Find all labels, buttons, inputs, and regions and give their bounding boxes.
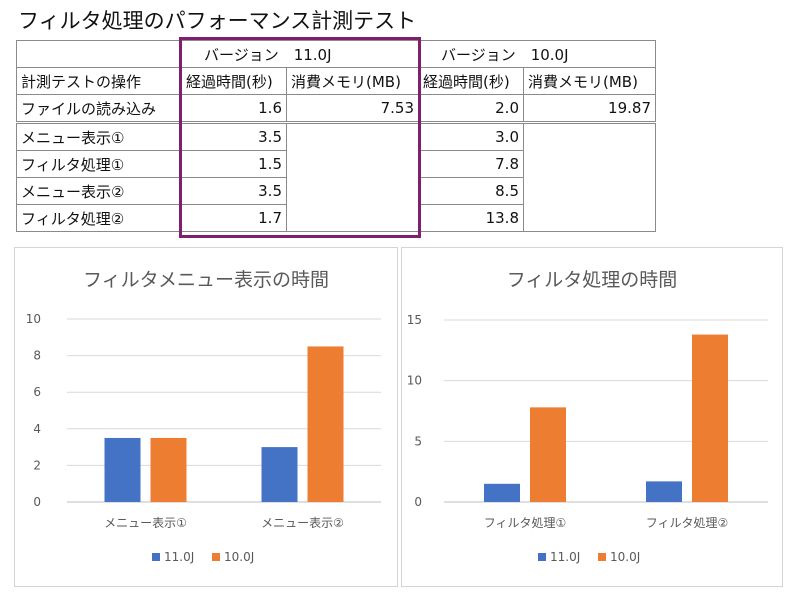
- y-tick-label: 0: [414, 495, 422, 509]
- cell-time-11: 1.6: [181, 94, 287, 124]
- performance-table: バージョン 11.0J バージョン 10.0J 計測テストの操作 経過時間(秒)…: [16, 40, 656, 232]
- cell-time-10: 2.0: [418, 94, 524, 124]
- legend-swatch: [212, 553, 220, 561]
- cell-mem-11: 7.53: [286, 94, 419, 124]
- cell-time-10: 3.0: [418, 122, 524, 151]
- row-label: フィルタ処理①: [16, 150, 182, 178]
- category-label: メニュー表示①: [104, 516, 187, 530]
- cell-mem-10-empty: [523, 122, 656, 232]
- cell-mem-11-empty: [286, 122, 419, 232]
- legend-label: 10.0J: [224, 550, 254, 564]
- y-tick-label: 15: [407, 313, 422, 327]
- category-label: フィルタ処理①: [484, 516, 567, 530]
- category-label: メニュー表示②: [261, 516, 344, 530]
- col-header-time-11: 経過時間(秒): [181, 67, 287, 95]
- table-row-file-load: ファイルの読み込み 1.6 7.53 2.0 19.87: [16, 94, 656, 124]
- chart-panel-menu: フィルタメニュー表示の時間 0 2 4 6 8 10 メニュー表示① メニュー表示② 11.0J 1…: [14, 247, 398, 587]
- cell-time-11: 1.7: [181, 204, 287, 232]
- version-header-row: バージョン 11.0J バージョン 10.0J: [16, 40, 656, 68]
- table-row: フィルタ処理② 1.7 13.8: [16, 204, 656, 232]
- cell-time-11: 3.5: [181, 177, 287, 205]
- version-10-header: バージョン 10.0J: [418, 40, 656, 68]
- menu-display-chart: フィルタメニュー表示の時間 0 2 4 6 8 10 メニュー表示① メニュー表示② 11.0J 1…: [26, 269, 381, 564]
- legend-label: 11.0J: [164, 550, 194, 564]
- y-tick-label: 8: [33, 349, 41, 363]
- row-label: メニュー表示①: [16, 122, 182, 151]
- table-row: メニュー表示② 3.5 8.5: [16, 177, 656, 205]
- legend-swatch: [598, 553, 606, 561]
- chart-title: フィルタ処理の時間: [507, 269, 678, 291]
- y-tick-label: 6: [33, 385, 41, 399]
- col-header-time-10: 経過時間(秒): [418, 67, 524, 95]
- legend-label: 11.0J: [550, 550, 580, 564]
- cell-time-11: 3.5: [181, 122, 287, 151]
- y-tick-label: 5: [414, 434, 422, 448]
- y-tick-label: 2: [33, 458, 41, 472]
- cell-time-11: 1.5: [181, 150, 287, 178]
- row-label: ファイルの読み込み: [16, 94, 182, 124]
- bar-10.0J-1: [530, 407, 566, 502]
- legend-label: 10.0J: [610, 550, 640, 564]
- row-label: メニュー表示②: [16, 177, 182, 205]
- cell-mem-10: 19.87: [523, 94, 656, 124]
- row-label: フィルタ処理②: [16, 204, 182, 232]
- y-tick-label: 0: [33, 495, 41, 509]
- bar-11.0J-1: [484, 483, 520, 502]
- col-header-mem-11: 消費メモリ(MB): [286, 67, 419, 95]
- chart-title: フィルタメニュー表示の時間: [83, 269, 329, 291]
- cell-time-10: 13.8: [418, 204, 524, 232]
- bar-10.0J-2: [692, 334, 728, 502]
- cell-time-10: 7.8: [418, 150, 524, 178]
- table-row: フィルタ処理① 1.5 7.8: [16, 150, 656, 178]
- y-tick-label: 4: [33, 422, 41, 436]
- chart-panel-filter: フィルタ処理の時間 0 5 10 15 フィルタ処理① フィルタ処理② 11.0J 10.0J: [401, 247, 783, 587]
- y-tick-label: 10: [407, 374, 422, 388]
- category-label: フィルタ処理②: [646, 516, 729, 530]
- y-tick-label: 10: [26, 312, 41, 326]
- column-header-row: 計測テストの操作 経過時間(秒) 消費メモリ(MB) 経過時間(秒) 消費メモリ…: [16, 67, 656, 95]
- bar-10.0J-2: [307, 346, 344, 502]
- filter-processing-chart: フィルタ処理の時間 0 5 10 15 フィルタ処理① フィルタ処理② 11.0J 10.0J: [407, 269, 768, 564]
- col-header-mem-10: 消費メモリ(MB): [523, 67, 656, 95]
- bar-11.0J-2: [646, 481, 682, 502]
- empty-corner-cell: [16, 40, 182, 68]
- legend-swatch: [538, 553, 546, 561]
- bar-11.0J-1: [104, 437, 141, 502]
- bar-11.0J-2: [261, 447, 298, 502]
- legend-swatch: [152, 553, 160, 561]
- table-row: メニュー表示① 3.5 3.0: [16, 122, 656, 232]
- page-title: フィルタ処理のパフォーマンス計測テスト: [18, 9, 417, 33]
- cell-time-10: 8.5: [418, 177, 524, 205]
- version-11-header: バージョン 11.0J: [181, 40, 419, 68]
- op-header: 計測テストの操作: [16, 67, 182, 95]
- bar-10.0J-1: [150, 437, 187, 502]
